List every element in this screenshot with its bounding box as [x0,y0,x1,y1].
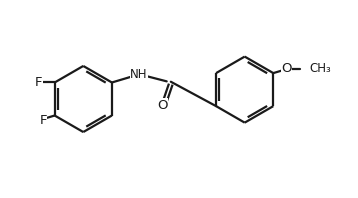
Text: NH: NH [130,68,147,81]
Text: O: O [157,99,168,111]
Text: F: F [35,76,43,89]
Text: O: O [281,62,292,75]
Text: CH₃: CH₃ [309,62,331,75]
Text: F: F [40,113,47,127]
